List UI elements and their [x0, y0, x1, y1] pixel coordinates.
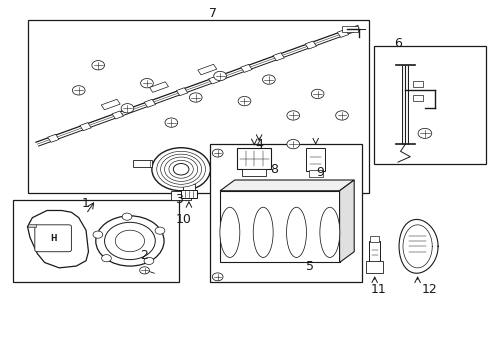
- Bar: [27, 21, 368, 193]
- Circle shape: [213, 71, 226, 81]
- Polygon shape: [101, 99, 120, 110]
- Circle shape: [115, 230, 144, 252]
- Circle shape: [152, 148, 210, 191]
- Circle shape: [247, 157, 260, 167]
- Circle shape: [189, 93, 202, 102]
- Circle shape: [311, 89, 324, 99]
- Polygon shape: [208, 76, 220, 84]
- Text: 8: 8: [269, 163, 277, 176]
- Bar: [27, 225, 36, 227]
- Polygon shape: [305, 41, 316, 49]
- Ellipse shape: [220, 207, 239, 257]
- Circle shape: [173, 163, 188, 175]
- Bar: [308, 170, 322, 177]
- Circle shape: [93, 231, 102, 238]
- Circle shape: [262, 75, 275, 84]
- Circle shape: [212, 273, 223, 281]
- Polygon shape: [80, 123, 91, 131]
- Circle shape: [157, 151, 205, 187]
- Circle shape: [121, 104, 134, 113]
- Text: 1: 1: [82, 197, 90, 210]
- Polygon shape: [197, 64, 216, 75]
- Circle shape: [140, 267, 149, 274]
- Polygon shape: [144, 99, 155, 107]
- Circle shape: [92, 60, 104, 70]
- Circle shape: [212, 149, 223, 157]
- Bar: [341, 26, 357, 32]
- Circle shape: [104, 222, 155, 260]
- Polygon shape: [220, 180, 353, 191]
- Polygon shape: [48, 134, 59, 142]
- Polygon shape: [27, 211, 88, 268]
- Bar: [242, 168, 266, 176]
- Text: H: H: [50, 234, 57, 243]
- Polygon shape: [149, 82, 168, 92]
- Bar: [306, 148, 325, 171]
- Circle shape: [72, 86, 85, 95]
- Text: 11: 11: [370, 283, 386, 296]
- Bar: [133, 159, 152, 167]
- Bar: [369, 236, 378, 242]
- Polygon shape: [240, 64, 252, 72]
- Circle shape: [155, 227, 164, 234]
- Text: 4: 4: [255, 138, 263, 150]
- Circle shape: [144, 257, 154, 265]
- Ellipse shape: [286, 207, 306, 257]
- Circle shape: [141, 78, 153, 88]
- Text: 2: 2: [141, 249, 148, 262]
- Circle shape: [168, 160, 193, 178]
- Text: 10: 10: [175, 213, 191, 226]
- Polygon shape: [339, 180, 353, 262]
- Circle shape: [286, 111, 299, 120]
- Text: 7: 7: [208, 7, 216, 20]
- Circle shape: [286, 139, 299, 149]
- Bar: [366, 261, 382, 273]
- Bar: [373, 45, 485, 164]
- Polygon shape: [272, 53, 284, 61]
- Bar: [182, 184, 195, 190]
- Bar: [412, 81, 423, 87]
- Ellipse shape: [253, 207, 273, 257]
- Text: 9: 9: [316, 166, 324, 179]
- Circle shape: [335, 111, 347, 120]
- Circle shape: [238, 96, 250, 106]
- Bar: [412, 95, 423, 101]
- Bar: [368, 241, 379, 262]
- Bar: [181, 190, 196, 198]
- FancyBboxPatch shape: [35, 225, 71, 252]
- Polygon shape: [112, 111, 123, 119]
- Circle shape: [160, 154, 201, 184]
- Circle shape: [164, 118, 177, 127]
- Circle shape: [122, 213, 132, 220]
- Circle shape: [164, 157, 197, 181]
- Text: 3: 3: [174, 193, 182, 206]
- Text: 6: 6: [393, 37, 401, 50]
- Circle shape: [102, 255, 111, 262]
- Bar: [220, 191, 339, 262]
- Circle shape: [96, 216, 163, 266]
- Bar: [13, 200, 178, 282]
- Bar: [237, 148, 271, 169]
- Polygon shape: [337, 30, 348, 37]
- Text: 5: 5: [305, 260, 314, 273]
- Bar: [210, 144, 361, 282]
- Circle shape: [417, 129, 431, 138]
- Text: 12: 12: [421, 283, 437, 296]
- Polygon shape: [176, 88, 187, 96]
- Ellipse shape: [319, 207, 339, 257]
- Bar: [171, 191, 190, 200]
